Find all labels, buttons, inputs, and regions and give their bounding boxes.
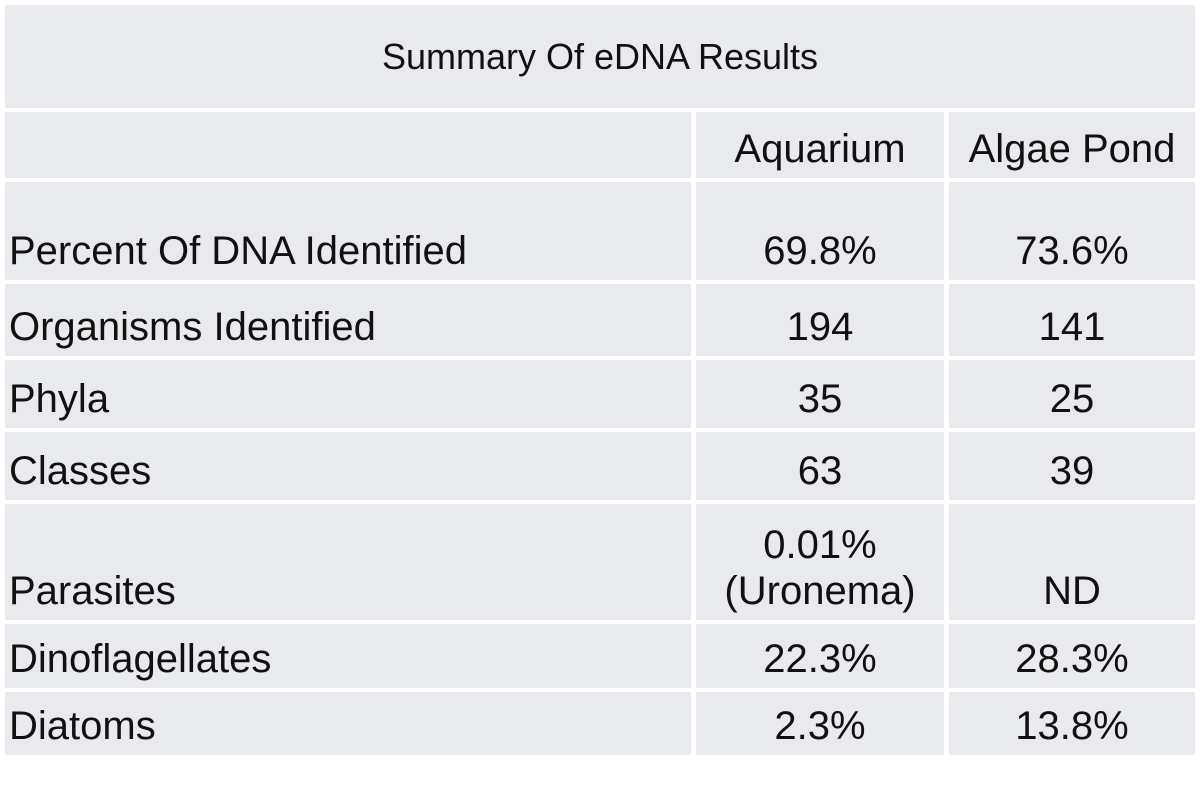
cell-value: ND — [949, 504, 1195, 620]
cell-value: 35 — [696, 360, 944, 428]
cell-value: 194 — [696, 284, 944, 356]
cell-value: 69.8% — [696, 182, 944, 280]
row-label: Classes — [5, 432, 691, 500]
row-label: Percent Of DNA Identified — [5, 182, 691, 280]
cell-value: 0.01% (Uronema) — [696, 504, 944, 620]
cell-value: 25 — [949, 360, 1195, 428]
cell-value: 13.8% — [949, 692, 1195, 755]
header-corner — [5, 112, 691, 178]
cell-value: 22.3% — [696, 624, 944, 688]
cell-value: 39 — [949, 432, 1195, 500]
row-label: Phyla — [5, 360, 691, 428]
cell-value: 73.6% — [949, 182, 1195, 280]
cell-value: 141 — [949, 284, 1195, 356]
row-label: Organisms Identified — [5, 284, 691, 356]
cell-value: 2.3% — [696, 692, 944, 755]
row-label: Diatoms — [5, 692, 691, 755]
cell-value: 63 — [696, 432, 944, 500]
row-label: Dinoflagellates — [5, 624, 691, 688]
summary-table: Summary Of eDNA Results Aquarium Algae P… — [5, 5, 1195, 755]
column-header: Aquarium — [696, 112, 944, 178]
cell-value: 28.3% — [949, 624, 1195, 688]
row-label: Parasites — [5, 504, 691, 620]
column-header: Algae Pond — [949, 112, 1195, 178]
table-title: Summary Of eDNA Results — [5, 5, 1195, 108]
